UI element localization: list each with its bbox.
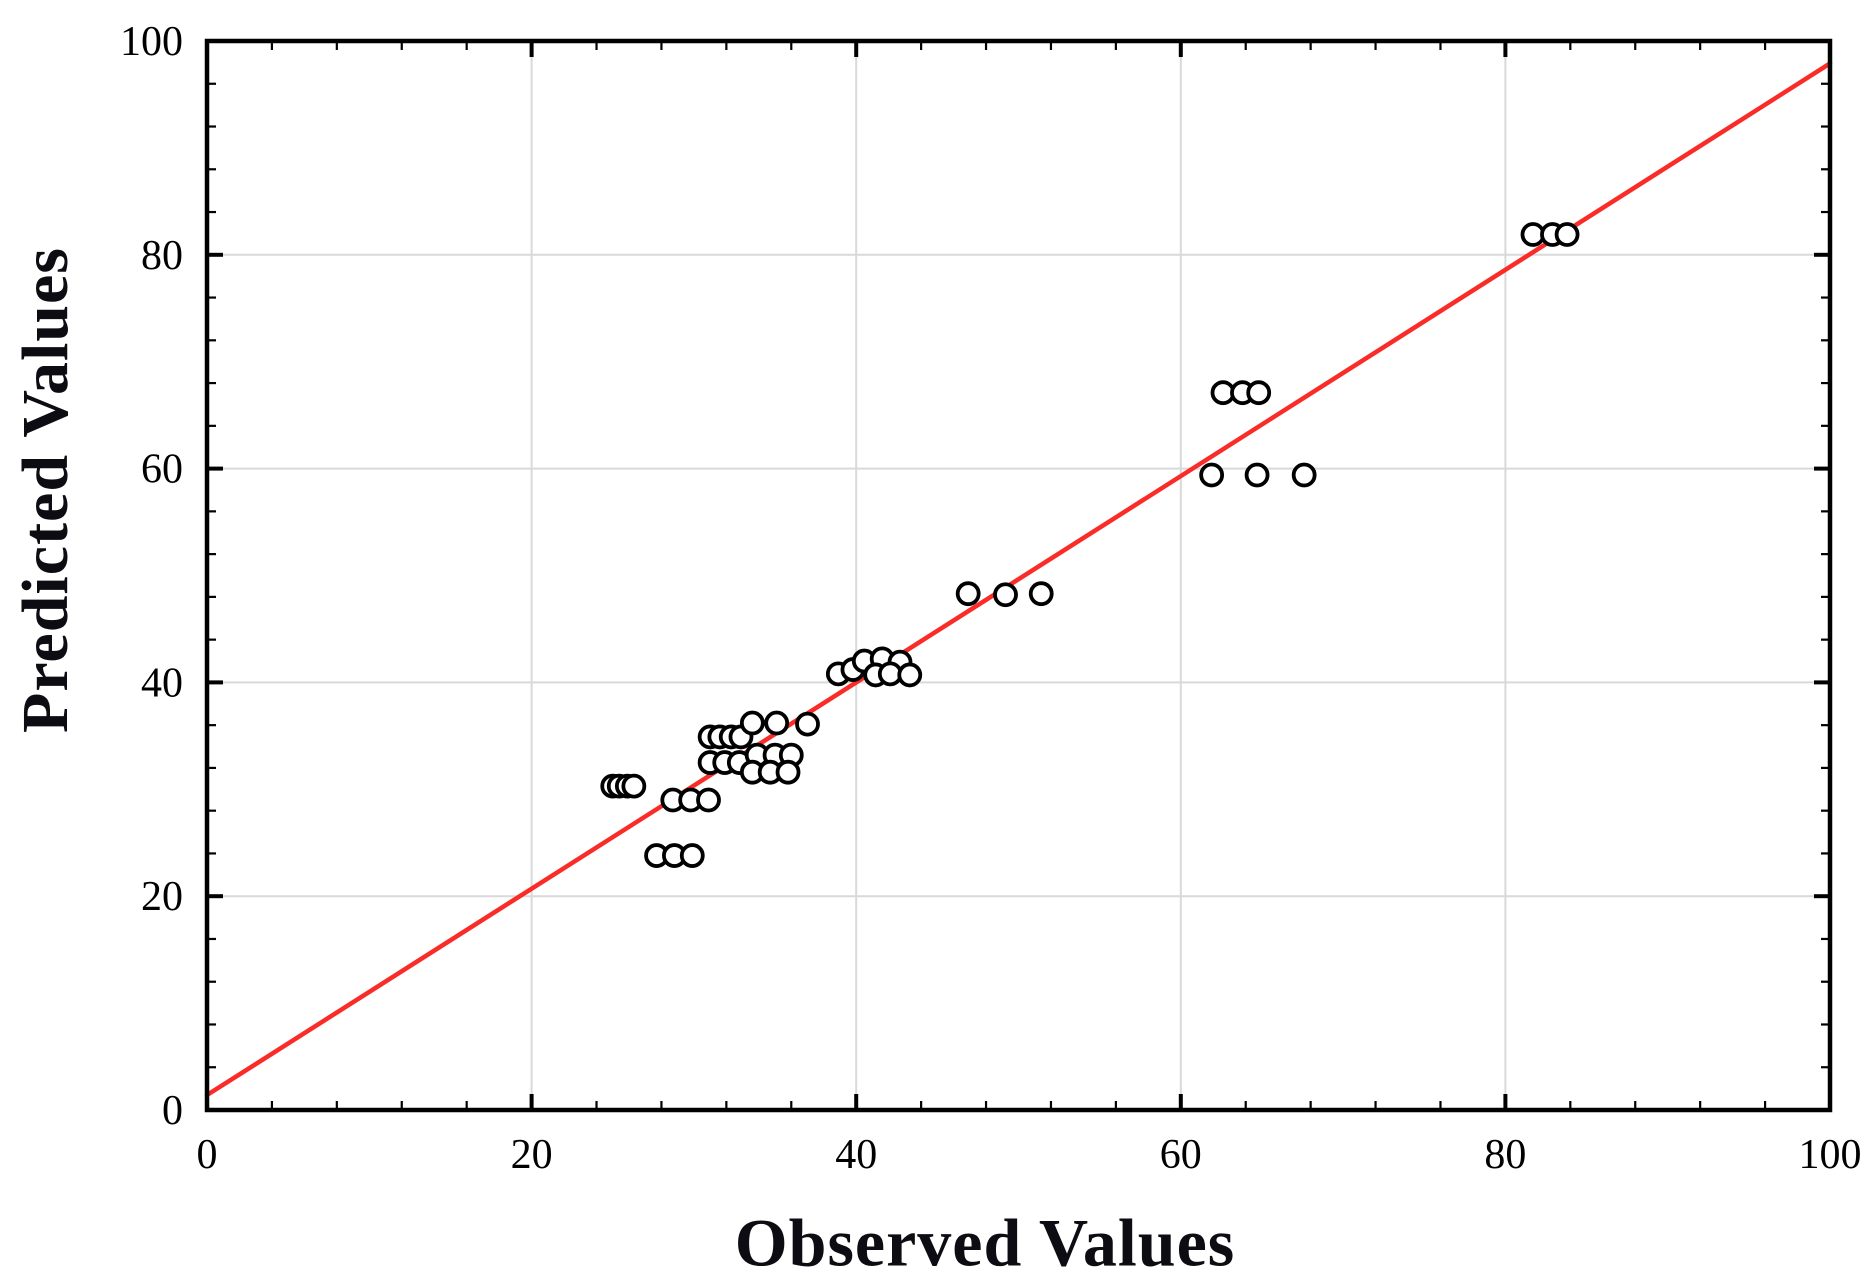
data-point bbox=[897, 662, 923, 688]
data-point bbox=[775, 759, 801, 785]
data-point bbox=[1244, 462, 1270, 488]
x-tick-label: 80 bbox=[1484, 1132, 1526, 1178]
x-axis-title: Observed Values bbox=[734, 1204, 1236, 1281]
data-point bbox=[1291, 462, 1317, 488]
data-point bbox=[993, 582, 1018, 608]
y-tick-label: 80 bbox=[141, 233, 183, 279]
tick-labels-layer: 00 20 20 40 40 60 60 80 80 100 100 bbox=[120, 19, 1862, 1178]
grid-lines bbox=[207, 41, 1830, 1110]
x-tick-label: 0 bbox=[197, 1132, 218, 1178]
data-point bbox=[1028, 581, 1054, 607]
x-tick-label: 20 bbox=[511, 1132, 553, 1178]
data-point bbox=[795, 711, 820, 737]
data-point bbox=[1246, 380, 1272, 406]
x-tick-label: 100 bbox=[1799, 1132, 1862, 1178]
data-point bbox=[621, 773, 647, 799]
data-point bbox=[696, 787, 721, 813]
regression-line bbox=[204, 61, 1833, 1098]
x-tick-label: 40 bbox=[835, 1132, 877, 1178]
data-point bbox=[1199, 462, 1225, 488]
data-point bbox=[679, 843, 705, 868]
data-point bbox=[739, 710, 765, 736]
fit-line-layer bbox=[204, 61, 1833, 1098]
x-tick-label: 60 bbox=[1160, 1132, 1202, 1178]
y-tick-label: 40 bbox=[141, 660, 183, 706]
axis-ticks-layer bbox=[207, 41, 1830, 1110]
y-tick-label: 60 bbox=[141, 447, 183, 493]
y-axis-title: Predicted Values bbox=[9, 247, 82, 733]
y-tick-label: 100 bbox=[120, 19, 183, 65]
data-point bbox=[764, 710, 790, 736]
axis-box bbox=[204, 38, 1833, 1113]
axis-frame-layer bbox=[204, 38, 1833, 1113]
data-point bbox=[1554, 222, 1580, 247]
data-point bbox=[955, 581, 981, 607]
data-points-layer bbox=[600, 222, 1580, 868]
y-tick-label: 20 bbox=[141, 874, 183, 920]
y-tick-label: 0 bbox=[162, 1088, 183, 1134]
